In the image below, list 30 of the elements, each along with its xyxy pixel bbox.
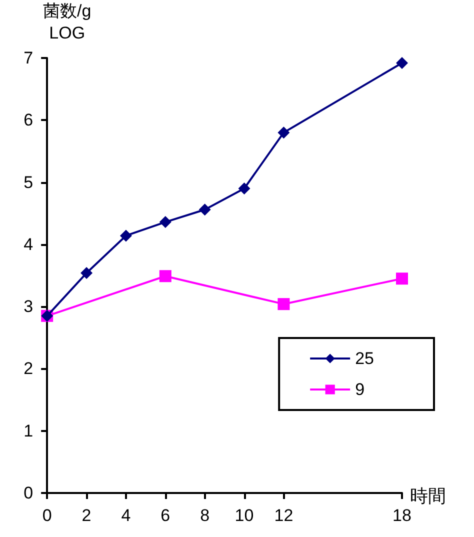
legend-label: 9: [355, 380, 365, 399]
y-tick-label: 6: [24, 110, 34, 130]
x-tick-label: 6: [160, 506, 170, 525]
point: [278, 126, 290, 139]
x-tick-label: 8: [200, 506, 210, 525]
point: [198, 204, 211, 216]
y-tick-label: 4: [24, 234, 34, 254]
point: [238, 182, 250, 194]
point: [120, 230, 132, 242]
x-tick-label: 18: [392, 506, 412, 525]
x-tick-label: 12: [274, 506, 294, 525]
point: [396, 56, 408, 69]
x-tick-label: 2: [82, 506, 92, 525]
x-tick-label: 10: [234, 506, 254, 525]
x-tick-label: 4: [121, 506, 131, 525]
point: [396, 272, 408, 285]
y-tick-label: 3: [24, 297, 34, 316]
point: [278, 298, 290, 310]
point: [80, 267, 93, 280]
y-tick-label: 1: [24, 421, 34, 440]
y-tick-label: 5: [24, 172, 34, 192]
y-tick-label: 0: [24, 484, 34, 502]
legend-label: 25: [355, 349, 374, 368]
x-axis-title: 時間: [410, 486, 446, 506]
point: [159, 216, 172, 228]
y-tick-label: 7: [24, 48, 34, 68]
point: [159, 270, 172, 282]
y-tick-label: 2: [24, 359, 34, 378]
x-tick-label: 0: [42, 506, 52, 525]
y-axis-title: 菌数/g LOG: [42, 2, 92, 42]
